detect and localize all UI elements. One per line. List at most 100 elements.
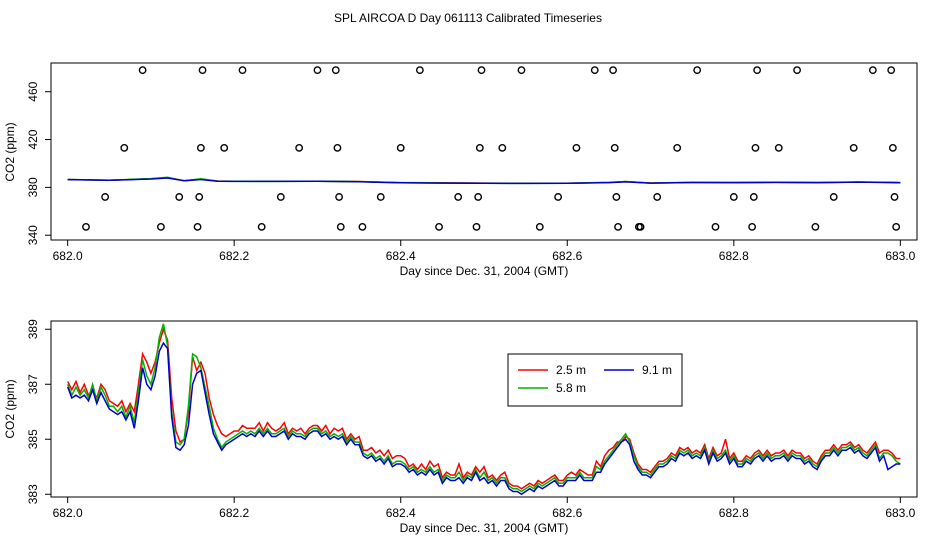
plot-data <box>67 176 901 185</box>
data-point <box>336 222 345 231</box>
data-point <box>220 144 229 152</box>
data-point <box>887 66 896 75</box>
x-tick-label: 682.4 <box>386 506 416 520</box>
data-point <box>498 144 507 152</box>
data-point <box>890 193 899 201</box>
data-point <box>157 222 165 231</box>
x-axis-label: Day since Dec. 31, 2004 (GMT) <box>400 264 569 278</box>
y-tick-label: 340 <box>26 225 40 245</box>
y-tick-label: 380 <box>26 177 40 197</box>
legend: 2.5 m 5.8 m 9.1 m <box>507 353 683 407</box>
data-point <box>454 193 463 201</box>
x-tick-label: 682.0 <box>53 506 83 520</box>
data-point <box>435 222 443 231</box>
data-point <box>313 66 322 75</box>
data-point <box>748 222 757 231</box>
data-point <box>610 144 619 152</box>
x-axis-label: Day since Dec. 31, 2004 (GMT) <box>400 521 569 535</box>
data-point <box>331 66 340 75</box>
y-tick-label: 385 <box>26 429 40 449</box>
data-point <box>138 66 147 75</box>
y-tick-label: 420 <box>26 129 40 149</box>
data-point <box>517 66 526 75</box>
data-point <box>829 193 838 201</box>
top-panel: 682.0 682.2 682.4 682.6 682.8 683.0 340 380 420 4… <box>3 62 918 278</box>
y-tick-label: 387 <box>26 374 40 394</box>
plot-frame <box>50 320 918 498</box>
data-point <box>120 144 129 152</box>
data-point <box>711 222 720 231</box>
data-point <box>590 66 599 75</box>
data-point <box>195 193 204 201</box>
data-point <box>472 222 481 231</box>
data-point <box>753 66 762 75</box>
x-tick-label: 682.4 <box>386 249 416 263</box>
data-point <box>811 222 820 231</box>
data-point <box>614 222 622 231</box>
data-point <box>793 66 801 75</box>
data-point <box>335 193 344 201</box>
data-point <box>196 144 205 152</box>
data-point <box>729 193 738 201</box>
x-tick-label: 683.0 <box>885 506 915 520</box>
data-point <box>609 66 617 75</box>
data-point <box>612 193 621 201</box>
plot-frame <box>50 62 918 241</box>
x-tick-label: 682.8 <box>719 249 749 263</box>
legend-box <box>507 353 683 407</box>
x-tick-label: 682.2 <box>219 506 249 520</box>
y-axis-label: CO2 (ppm) <box>3 379 17 438</box>
data-point <box>415 66 424 75</box>
legend-label: 9.1 m <box>642 363 672 377</box>
data-point <box>82 222 90 231</box>
data-point <box>101 193 110 201</box>
legend-label: 5.8 m <box>556 381 586 395</box>
x-tick-label: 682.2 <box>219 249 249 263</box>
legend-label: 2.5 m <box>556 363 586 377</box>
data-point <box>376 193 385 201</box>
y-tick-label: 460 <box>26 81 40 101</box>
data-point <box>868 66 877 75</box>
x-tick-label: 682.0 <box>53 249 83 263</box>
data-point <box>751 144 760 152</box>
x-tick-label: 682.6 <box>552 506 582 520</box>
x-tick-label: 683.0 <box>885 249 915 263</box>
bottom-panel: 682.0 682.2 682.4 682.6 682.8 683.0 383 385 387 3… <box>3 319 918 535</box>
data-point <box>475 144 484 152</box>
data-point <box>477 66 486 75</box>
plot-data <box>66 323 901 496</box>
data-point <box>849 144 858 152</box>
series-line-2-5-m <box>67 326 901 490</box>
data-point <box>892 222 901 231</box>
data-point <box>238 66 247 75</box>
figure-title: SPL AIRCOA D Day 061113 Calibrated Times… <box>334 11 602 25</box>
x-tick-label: 682.6 <box>552 249 582 263</box>
y-tick-label: 383 <box>26 484 40 504</box>
data-point <box>358 222 367 231</box>
series-line-9-1-m <box>67 177 901 185</box>
x-tick-label: 682.8 <box>719 506 749 520</box>
series-line-5-8-m <box>66 323 901 493</box>
data-point <box>693 66 702 75</box>
data-point <box>257 222 266 231</box>
data-point <box>888 144 897 152</box>
data-point <box>554 193 563 201</box>
data-point <box>175 193 184 201</box>
data-point <box>474 193 483 201</box>
data-point <box>774 144 783 152</box>
data-point <box>535 222 544 231</box>
data-point <box>572 144 581 152</box>
y-tick-label: 389 <box>26 319 40 339</box>
data-point <box>396 144 405 152</box>
data-point <box>636 222 645 231</box>
data-point <box>673 144 682 152</box>
data-point <box>193 222 202 231</box>
data-point <box>276 193 285 201</box>
data-point <box>333 144 342 152</box>
data-point <box>653 193 662 201</box>
data-point <box>749 193 758 201</box>
y-axis-label: CO2 (ppm) <box>3 122 17 181</box>
data-point <box>295 144 304 152</box>
data-point <box>198 66 207 75</box>
